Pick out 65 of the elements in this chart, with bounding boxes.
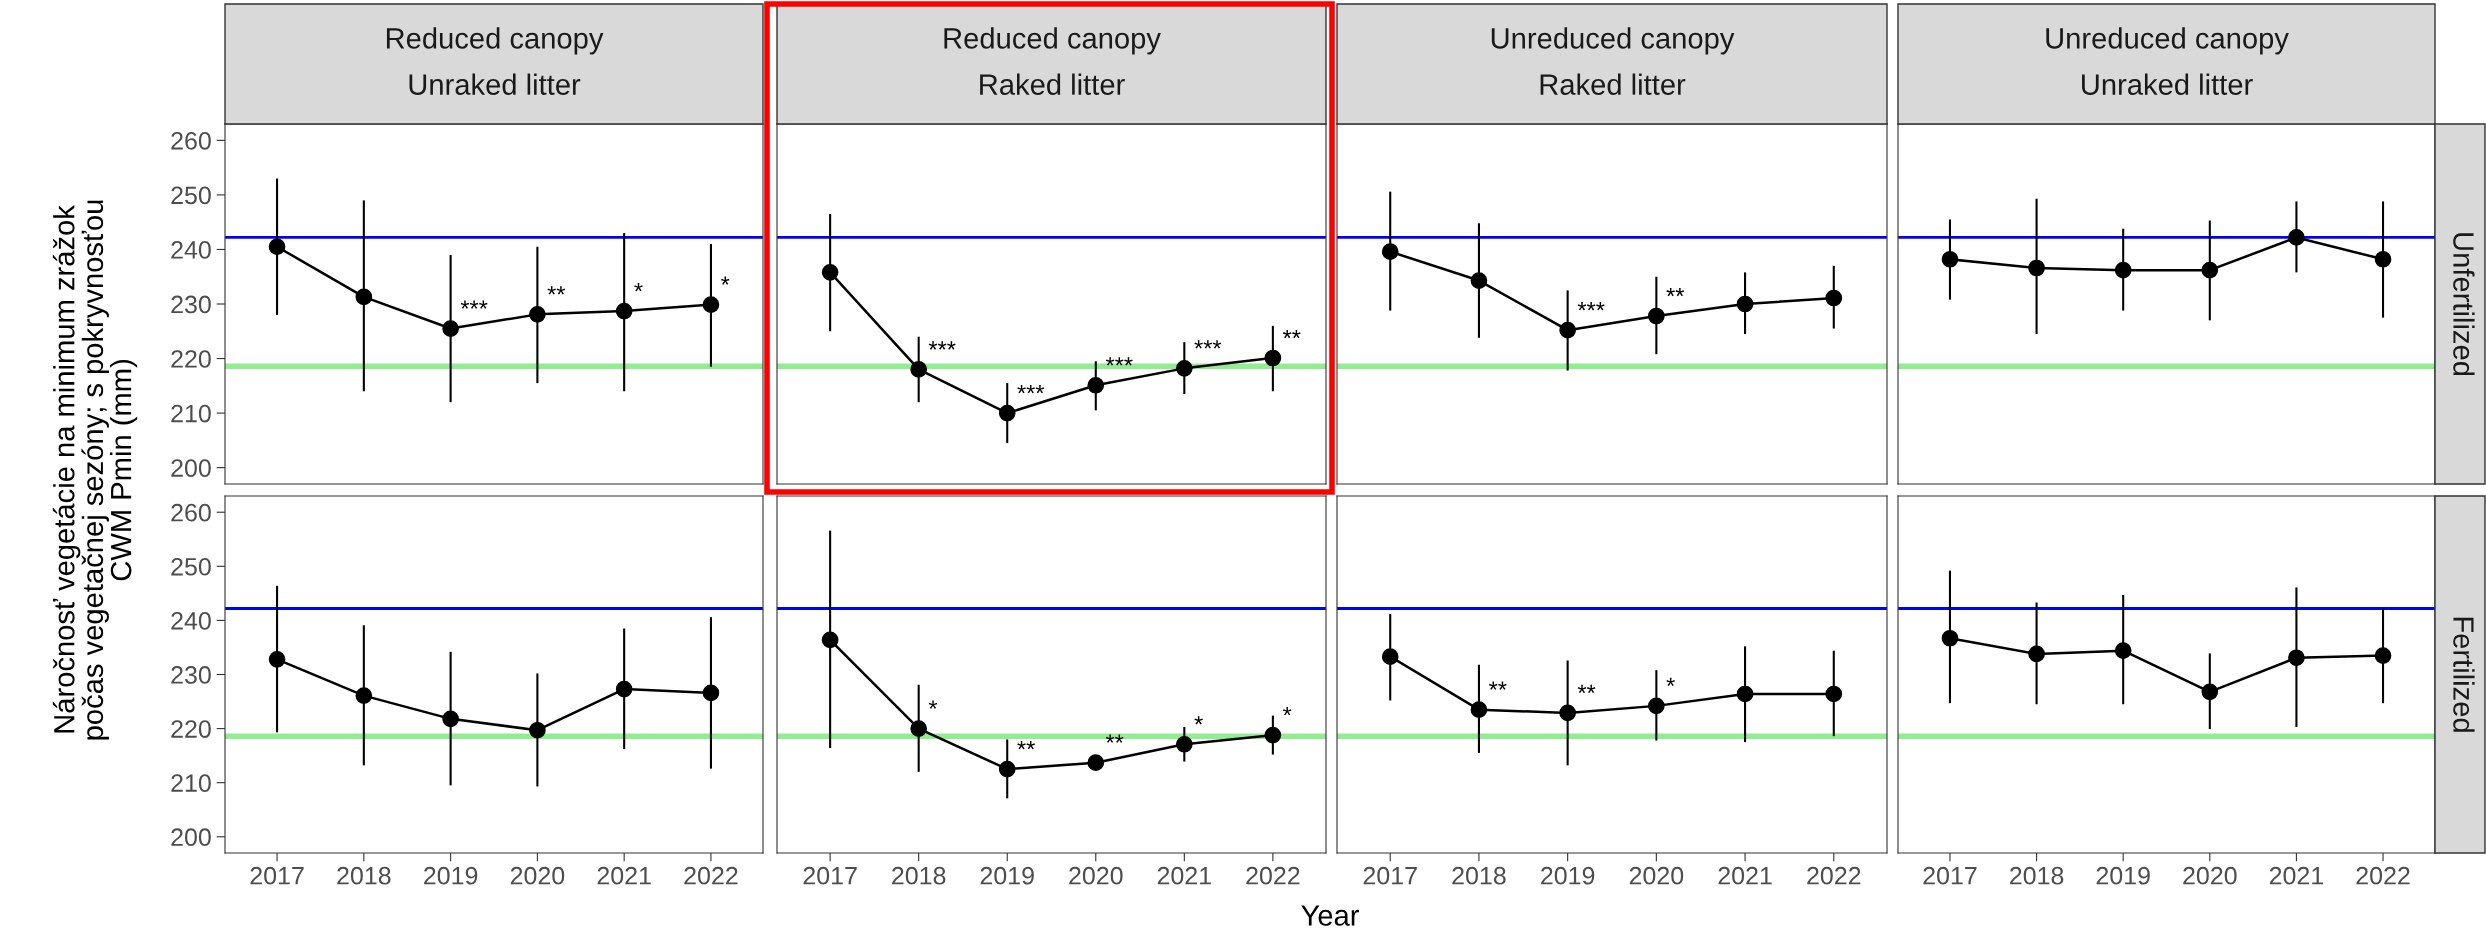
x-tick-label: 2020 [2183,866,2237,885]
y-tick-label: 260 [171,131,211,150]
x-tick-label: 2020 [510,866,565,885]
y-tick-label: 220 [171,350,211,368]
data-label: ** [1577,684,1596,694]
y-tick-label: 210 [171,774,211,792]
x-tick-label: 2018 [2010,866,2064,885]
y-tick-label: 230 [171,295,211,314]
data-label: ** [1282,329,1301,339]
x-tick-label: 2018 [337,866,391,885]
y-tick-label: 250 [171,186,211,205]
y-tick-label: 240 [171,241,211,259]
data-label: ** [547,286,566,295]
x-tick-label: 2017 [803,866,857,885]
data-label: ** [1105,734,1124,743]
x-tick-label: 2022 [1807,866,1861,885]
x-tick-label: 2017 [250,866,304,885]
x-tick-label: 2022 [1246,866,1300,885]
chart-title: Reduced canopy Raked litter [944,27,1161,95]
data-label: * [1194,716,1203,725]
data-label: * [634,283,643,292]
data-label: *** [460,300,488,309]
y-tick-label: 240 [171,612,211,630]
chart-title: Unreduced canopy Raked litter [1491,27,1735,95]
y-tick-label: 230 [171,666,211,684]
x-tick-label: 2017 [1923,866,1977,885]
x-tick-label: 2021 [1718,866,1772,885]
x-tick-label: 2019 [424,866,478,885]
y2-axis-title: Unfertilized [2453,233,2475,376]
chart-title: Unreduced canopy Unraked litter [2046,27,2289,95]
data-label: * [721,276,730,285]
x-tick-label: 2022 [2356,866,2410,885]
y-tick-label: 250 [171,557,211,576]
data-label: *** [928,341,956,350]
x-tick-label: 2021 [1157,866,1211,885]
x-tick-label: 2019 [1541,866,1595,885]
x-tick-label: 2018 [892,866,946,885]
x-axis-title: Year [1301,905,1359,926]
y-tick-label: 210 [171,404,211,423]
data-label: * [1282,706,1292,716]
data-label: * [1666,677,1675,687]
y-tick-label: 260 [171,503,211,522]
chart-title: Reduced canopy Unraked litter [386,27,604,95]
y-tick-label: 200 [171,828,211,847]
x-tick-label: 2019 [980,866,1034,885]
x-tick-label: 2019 [2096,866,2150,885]
x-tick-label: 2020 [1629,866,1684,885]
y-tick-label: 200 [171,459,211,477]
y2-axis-title: Fertilized [2453,617,2475,732]
data-label: *** [1017,385,1045,394]
x-tick-label: 2021 [597,866,651,885]
data-label: *** [1577,302,1605,311]
data-label: ** [1489,681,1507,690]
x-tick-label: 2022 [684,866,738,885]
x-tick-label: 2017 [1363,866,1417,885]
x-tick-label: 2021 [2269,866,2324,885]
y-tick-label: 220 [171,720,211,738]
y-axis-title: Náročnosť vegetácie na minimum zrážok počas vegetačnej sezóny; s pokryvnosťou CWM Pmin (mm) [52,200,138,740]
x-tick-label: 2020 [1069,866,1123,885]
data-label: *** [1105,357,1133,366]
data-label: ** [1017,741,1035,750]
data-label: ** [1666,287,1685,297]
data-label: *** [1194,340,1222,349]
x-tick-label: 2018 [1452,866,1506,885]
data-label: * [928,700,938,709]
